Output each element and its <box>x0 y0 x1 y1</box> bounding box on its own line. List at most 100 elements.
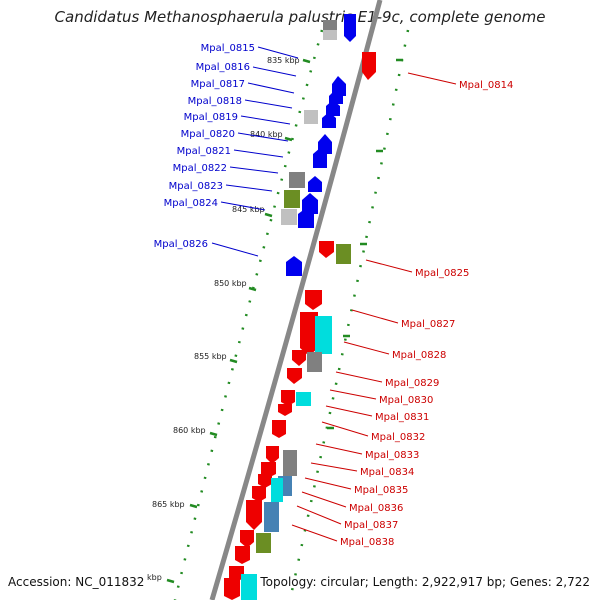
gene-feature <box>300 312 318 356</box>
cyan-feature <box>271 478 283 502</box>
gene-feature <box>278 404 292 416</box>
ruler-tick <box>264 212 273 218</box>
inner-misc-features <box>281 20 337 225</box>
leader-line <box>310 462 358 472</box>
leader-line <box>240 115 291 125</box>
leader-line <box>291 524 338 542</box>
locus-label[interactable]: Mpal_0829 <box>385 378 439 389</box>
locus-label[interactable]: Mpal_0830 <box>379 395 433 406</box>
leader-line <box>257 46 299 59</box>
locus-label[interactable]: Mpal_0836 <box>349 503 403 514</box>
ruler-ticks <box>166 58 403 584</box>
gene-feature <box>298 208 314 228</box>
gene-feature <box>224 578 240 600</box>
reverse-strand-features <box>224 52 376 600</box>
gene-feature <box>318 134 332 154</box>
scale-label: 850 kbp <box>214 279 247 288</box>
gene-feature <box>319 241 334 258</box>
olive-feature <box>336 244 351 264</box>
scale-label: kbp <box>147 573 162 582</box>
leader-line <box>220 201 266 211</box>
ruler-tick <box>248 286 257 292</box>
leader-line <box>407 72 457 85</box>
gene-feature <box>286 256 302 276</box>
locus-label[interactable]: Mpal_0825 <box>415 268 469 279</box>
locus-label[interactable]: Mpal_0824 <box>164 198 218 209</box>
leader-line <box>225 184 273 192</box>
locus-label[interactable]: Mpal_0818 <box>188 96 242 107</box>
right-leader-lines <box>291 72 457 542</box>
locus-label[interactable]: Mpal_0835 <box>354 485 408 496</box>
scale-label: 845 kbp <box>232 205 265 214</box>
gray-feature <box>323 30 337 40</box>
gray-feature <box>281 209 297 225</box>
locus-label[interactable]: Mpal_0833 <box>365 450 419 461</box>
gene-feature <box>272 420 286 438</box>
gene-feature <box>313 148 327 168</box>
leader-line <box>296 505 342 525</box>
leader-line <box>329 389 377 400</box>
gray-feature <box>283 450 297 476</box>
olive-feature <box>256 533 271 553</box>
leader-line <box>335 371 383 383</box>
olive-feature <box>284 190 300 208</box>
locus-label[interactable]: Mpal_0820 <box>181 129 235 140</box>
scale-labels: 835 kbp 840 kbp 845 kbp 850 kbp 855 kbp … <box>147 56 300 582</box>
ruler-tick <box>189 503 198 509</box>
genome-summary-text: Topology: circular; Length: 2,922,917 bp… <box>259 575 590 589</box>
gene-feature <box>362 52 376 80</box>
ruler-tick <box>229 358 238 364</box>
locus-label[interactable]: Mpal_0826 <box>154 239 208 250</box>
locus-label[interactable]: Mpal_0827 <box>401 319 455 330</box>
forward-strand-features <box>286 14 356 276</box>
locus-label[interactable]: Mpal_0815 <box>201 43 255 54</box>
locus-label[interactable]: Mpal_0814 <box>459 80 513 91</box>
scale-label: 840 kbp <box>250 130 283 139</box>
gene-feature <box>292 350 306 366</box>
genome-backbone <box>209 0 383 600</box>
gray-feature <box>289 172 305 188</box>
leader-line <box>325 405 373 417</box>
leader-line <box>315 443 363 455</box>
locus-label[interactable]: Mpal_0816 <box>196 62 250 73</box>
leader-line <box>211 242 259 257</box>
leader-line <box>244 99 293 109</box>
locus-label[interactable]: Mpal_0838 <box>340 537 394 548</box>
right-locus-labels: Mpal_0814 Mpal_0825 Mpal_0827 Mpal_0828 … <box>340 80 513 548</box>
ruler-tick <box>284 136 293 142</box>
locus-label[interactable]: Mpal_0837 <box>344 520 398 531</box>
gene-feature <box>326 100 340 116</box>
leader-line <box>237 132 289 142</box>
gene-feature <box>246 500 262 530</box>
leader-line <box>233 149 284 158</box>
locus-label[interactable]: Mpal_0834 <box>360 467 414 478</box>
scale-label: 860 kbp <box>173 426 206 435</box>
gene-feature <box>235 546 250 564</box>
locus-label[interactable]: Mpal_0817 <box>191 79 245 90</box>
left-locus-labels: Mpal_0815 Mpal_0816 Mpal_0817 Mpal_0818 … <box>154 43 255 250</box>
gene-feature <box>252 486 266 502</box>
locus-label[interactable]: Mpal_0819 <box>184 112 238 123</box>
steelblue-feature <box>264 502 279 532</box>
gene-feature <box>240 530 254 548</box>
leader-line <box>321 421 369 437</box>
ruler-tick <box>302 58 311 64</box>
locus-label[interactable]: Mpal_0828 <box>392 350 446 361</box>
accession-text: Accession: NC_011832 <box>8 575 144 589</box>
leader-line <box>365 259 413 273</box>
gene-feature <box>344 14 356 42</box>
locus-label[interactable]: Mpal_0832 <box>371 432 425 443</box>
cyan-feature <box>296 392 311 406</box>
locus-label[interactable]: Mpal_0823 <box>169 181 223 192</box>
map-title: Candidatus Methanosphaerula palustris E1… <box>55 8 546 26</box>
cyan-feature <box>241 574 257 600</box>
locus-label[interactable]: Mpal_0831 <box>375 412 429 423</box>
leader-line <box>252 66 297 77</box>
locus-label[interactable]: Mpal_0821 <box>177 146 231 157</box>
locus-label[interactable]: Mpal_0822 <box>173 163 227 174</box>
scale-label: 865 kbp <box>152 500 185 509</box>
gene-feature <box>281 390 295 406</box>
outer-misc-features <box>241 244 351 600</box>
ruler-tick <box>209 431 218 437</box>
